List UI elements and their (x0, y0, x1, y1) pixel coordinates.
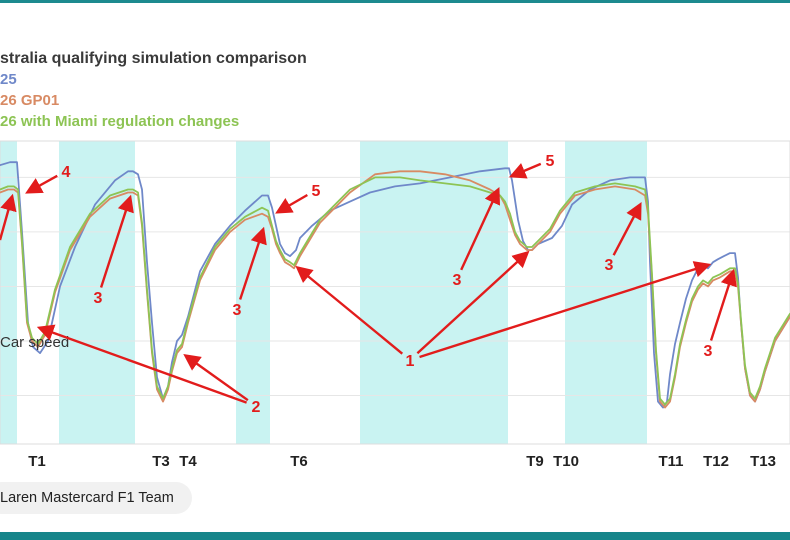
annotation-arrow-partial-1 (0, 193, 17, 241)
plot-frame (0, 140, 790, 445)
annotation-label-1: 1 (406, 353, 415, 370)
annotation-label-6: 3 (605, 257, 614, 274)
corner-label-t4: T4 (179, 453, 197, 470)
corner-label-t9: T9 (526, 453, 544, 470)
bottom-rule (0, 532, 790, 540)
y-axis-label: Car speed (0, 334, 69, 351)
corner-label-t6: T6 (290, 453, 308, 470)
corner-label-t10: T10 (553, 453, 579, 470)
annotation-arrow-5-1 (460, 186, 501, 271)
annotation-label-8: 4 (62, 164, 71, 181)
annotation-label-9: 5 (312, 183, 321, 200)
annotations: 1 2 3 3 3 3 3 4 5 5 (0, 153, 737, 416)
top-rule (0, 0, 790, 3)
legend-item-2026-gp01: 26 GP01 (0, 92, 60, 109)
annotation-arrow-7-1 (709, 268, 737, 341)
annotation-arrow-2-1 (36, 324, 248, 404)
annotation-arrow-1-3 (419, 261, 712, 359)
annotation-arrow-2-2 (183, 354, 249, 402)
annotation-label-10: 5 (546, 153, 555, 170)
chart-title: stralia qualifying simulation comparison (0, 50, 307, 67)
annotation-arrow-8-1 (25, 174, 58, 194)
highlight-band-4 (360, 141, 508, 444)
annotation-arrow-3-1 (99, 194, 134, 288)
credit-badge: Laren Mastercard F1 Team (0, 482, 192, 514)
series-line-3 (0, 176, 790, 406)
series-line-2 (0, 170, 790, 409)
annotation-label-3: 3 (94, 290, 103, 307)
corner-labels: T1 T3 T4 T6 T9 T10 T11 T12 T13 (28, 453, 776, 470)
corner-label-t13: T13 (750, 453, 776, 470)
legend-item-2026-miami: 26 with Miami regulation changes (0, 113, 240, 130)
legend: stralia qualifying simulation comparison… (0, 48, 307, 132)
legend-item-2025: 25 (0, 71, 17, 88)
annotation-label-7: 3 (704, 343, 713, 360)
corner-label-t3: T3 (152, 453, 170, 470)
annotation-arrow-1-1 (295, 265, 404, 355)
annotation-label-2: 2 (252, 399, 261, 416)
annotation-arrow-6-1 (612, 202, 642, 256)
annotation-label-5: 3 (453, 272, 462, 289)
annotation-arrow-10-1 (508, 162, 542, 179)
annotation-arrow-1-2 (416, 250, 530, 355)
corner-label-t11: T11 (658, 453, 683, 470)
credit-text: Laren Mastercard F1 Team (0, 490, 174, 506)
highlight-band-1 (0, 141, 17, 444)
annotation-arrow-4-1 (238, 226, 267, 300)
annotation-arrow-9-1 (275, 193, 308, 214)
annotation-label-4: 3 (233, 302, 242, 319)
corner-label-t12: T12 (703, 453, 729, 470)
corner-label-t1: T1 (28, 453, 46, 470)
